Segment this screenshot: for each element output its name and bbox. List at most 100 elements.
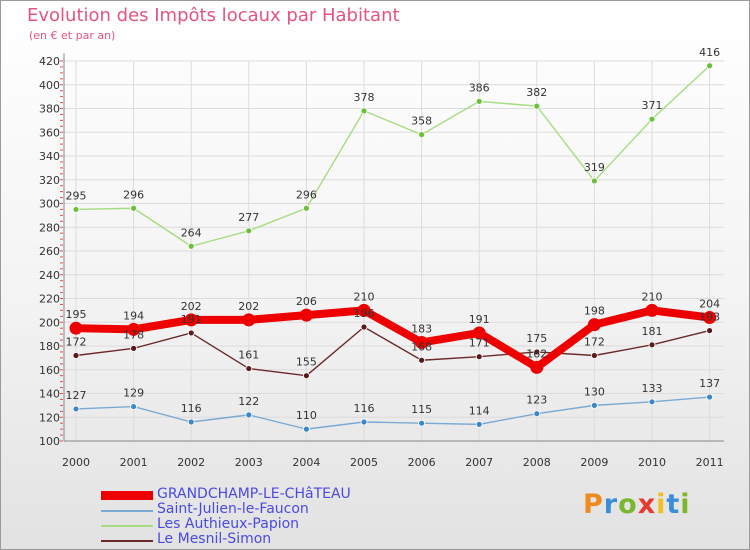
data-point: [130, 204, 138, 212]
y-tick-label: 160: [39, 364, 60, 377]
legend-swatch: [101, 540, 153, 542]
legend-label: Saint-Julien-le-Faucon: [157, 501, 309, 517]
y-tick-label: 400: [39, 79, 60, 92]
data-point: [187, 418, 195, 426]
x-tick-label: 2000: [62, 456, 90, 469]
data-point: [127, 322, 141, 336]
data-point: [533, 410, 541, 418]
data-label: 210: [642, 290, 663, 303]
y-tick-label: 260: [39, 245, 60, 258]
data-point: [475, 97, 483, 105]
data-label: 129: [123, 387, 144, 400]
data-point: [415, 335, 429, 349]
data-label: 358: [411, 115, 432, 128]
data-label: 172: [584, 336, 605, 349]
data-point: [184, 313, 198, 327]
y-tick-label: 200: [39, 316, 60, 329]
chart-title: Evolution des Impôts locaux par Habitant: [27, 5, 400, 26]
y-tick-label: 240: [39, 269, 60, 282]
x-tick-label: 2011: [696, 456, 724, 469]
x-tick-label: 2008: [523, 456, 551, 469]
data-point: [706, 393, 713, 401]
data-point: [72, 405, 80, 413]
data-label: 171: [469, 337, 490, 350]
data-point: [299, 308, 313, 322]
data-label: 123: [526, 394, 547, 407]
legend-swatch: [101, 525, 153, 527]
data-point: [72, 352, 80, 359]
data-point: [591, 352, 598, 359]
data-point: [357, 303, 371, 317]
data-label: 277: [238, 211, 259, 224]
data-label: 115: [411, 403, 432, 416]
x-tick-label: 2010: [638, 456, 666, 469]
data-point: [245, 365, 253, 372]
data-label: 137: [699, 377, 720, 390]
data-label: 181: [642, 325, 663, 338]
data-point: [245, 227, 253, 235]
data-label: 206: [296, 295, 317, 308]
data-point: [302, 372, 310, 380]
data-label: 195: [66, 308, 87, 321]
data-label: 127: [66, 389, 87, 402]
data-label: 198: [584, 305, 605, 318]
x-tick-label: 2005: [350, 456, 378, 469]
data-point: [703, 311, 717, 324]
data-point: [472, 326, 486, 340]
data-label: 116: [354, 402, 375, 415]
data-label: 202: [181, 300, 202, 313]
legend-swatch: [101, 510, 153, 512]
data-label: 386: [469, 81, 490, 94]
y-tick-label: 120: [39, 411, 60, 424]
data-point: [648, 398, 656, 406]
data-point: [530, 360, 544, 374]
data-label: 264: [181, 226, 202, 239]
data-point: [130, 344, 138, 352]
data-point: [187, 242, 195, 250]
y-tick-label: 100: [39, 435, 60, 448]
data-label: 319: [584, 161, 605, 174]
data-point: [69, 321, 83, 335]
proxiti-logo: Proxiti: [583, 489, 691, 520]
legend-swatch: [101, 491, 153, 500]
data-point: [187, 329, 195, 337]
data-label: 114: [469, 404, 490, 417]
data-label: 110: [296, 409, 317, 422]
x-tick-label: 2006: [408, 456, 436, 469]
y-tick-label: 380: [39, 103, 60, 116]
data-label: 122: [238, 395, 259, 408]
data-point: [648, 341, 656, 349]
data-point: [360, 418, 368, 426]
data-label: 172: [66, 336, 87, 349]
data-label: 116: [181, 402, 202, 415]
data-point: [475, 353, 483, 361]
x-tick-label: 2002: [177, 456, 205, 469]
y-tick-label: 140: [39, 388, 60, 401]
data-label: 168: [411, 340, 432, 353]
data-label: 296: [123, 188, 144, 201]
data-label: 191: [469, 313, 490, 326]
data-label: 133: [642, 382, 663, 395]
data-label: 416: [699, 46, 720, 59]
data-point: [302, 204, 310, 212]
legend-label: Le Mesnil-Simon: [157, 531, 272, 547]
data-label: 378: [354, 91, 375, 104]
data-point: [360, 323, 368, 331]
y-tick-label: 360: [39, 126, 60, 139]
legend-label: Les Authieux-Papion: [157, 516, 300, 532]
chart-subtitle: (en € et par an): [29, 29, 116, 42]
data-point: [242, 313, 256, 327]
data-label: 193: [699, 311, 720, 324]
series-line: [75, 306, 711, 372]
data-label: 204: [699, 298, 720, 311]
y-tick-label: 280: [39, 221, 60, 234]
data-label: 161: [238, 349, 259, 362]
data-label: 371: [642, 99, 663, 112]
data-label: 130: [584, 385, 605, 398]
data-point: [418, 419, 426, 427]
data-point: [360, 107, 368, 115]
data-label: 155: [296, 356, 317, 369]
data-label: 202: [238, 300, 259, 313]
